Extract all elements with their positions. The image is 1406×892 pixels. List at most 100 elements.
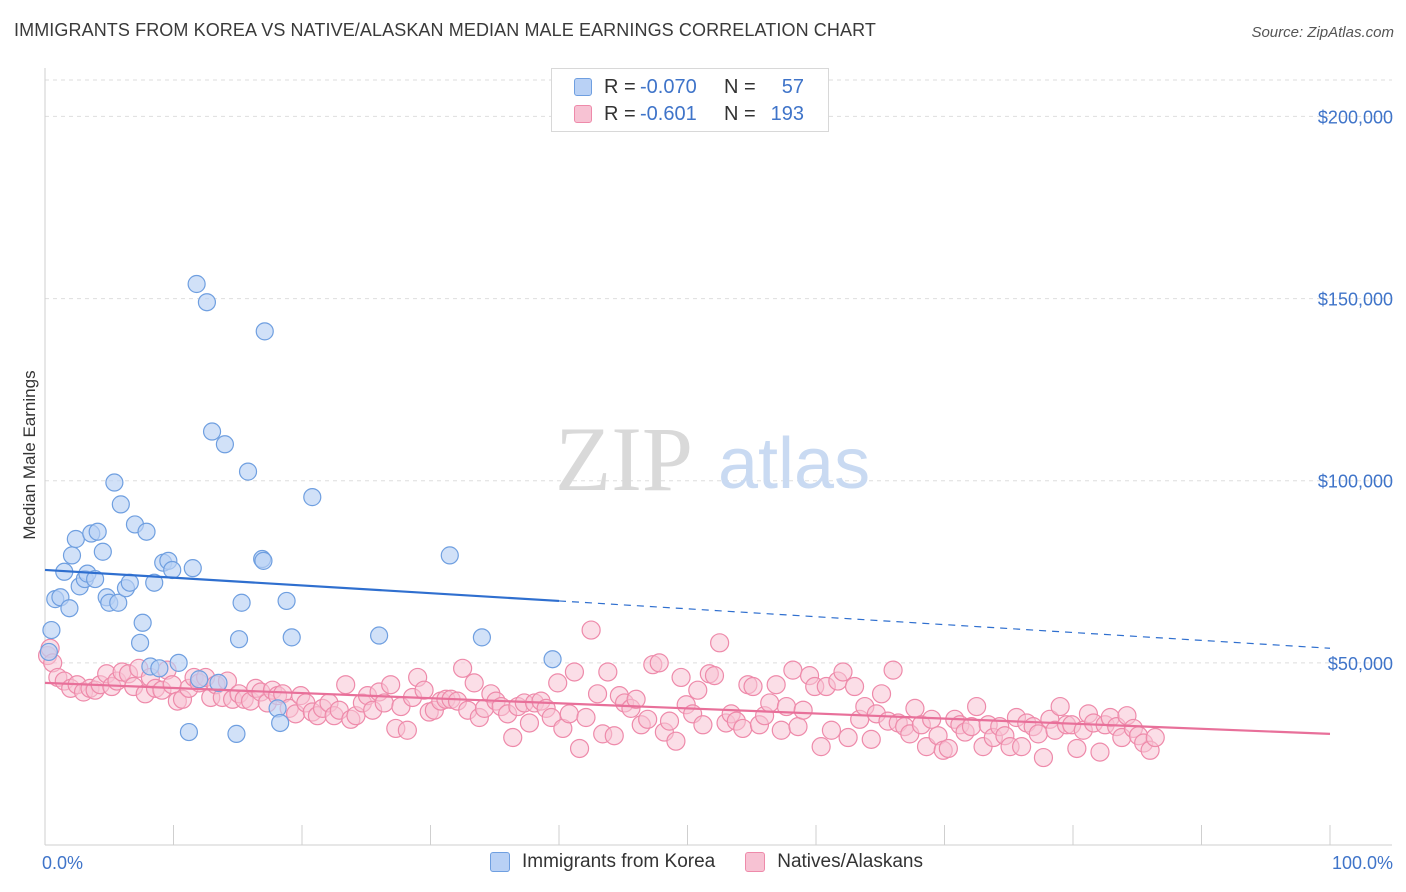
natives-point — [883, 660, 903, 680]
grid-lines — [45, 79, 1392, 664]
korea-point — [271, 713, 290, 733]
legend-n-label: N = — [724, 102, 756, 125]
natives-point — [626, 689, 646, 709]
x-tick-labels: 0.0% 100.0% — [42, 853, 1393, 873]
natives-point — [938, 738, 958, 759]
y-tick-label: $50,000 — [1328, 654, 1393, 674]
legend-row-korea: R = -0.070 N = 57 — [574, 75, 804, 99]
x-tick-label-min: 0.0% — [42, 853, 83, 873]
korea-trend-extension — [558, 600, 1331, 649]
korea-point — [202, 422, 222, 441]
korea-point — [109, 593, 128, 612]
series-legend-korea: Immigrants from Korea — [490, 851, 715, 873]
korea-point — [145, 573, 164, 592]
korea-point — [60, 599, 79, 618]
natives-point — [381, 675, 401, 695]
legend-r-label: R = — [604, 102, 636, 125]
korea-point — [62, 546, 82, 565]
natives-point — [414, 680, 434, 700]
natives-point — [743, 676, 763, 697]
korea-point — [183, 559, 202, 578]
korea-point — [472, 628, 491, 647]
natives-point — [503, 727, 523, 748]
korea-point — [105, 473, 124, 492]
legend-r-label: R = — [604, 75, 636, 98]
natives-point — [710, 633, 730, 653]
legend-n-value: 193 — [770, 102, 804, 125]
watermark-atlas: atlas — [718, 424, 870, 504]
series-legend-natives: Natives/Alaskans — [745, 851, 923, 873]
natives-point — [519, 713, 540, 733]
natives-point — [788, 717, 808, 737]
natives-point — [833, 662, 853, 682]
series-legend: Immigrants from Korea Natives/Alaskans — [490, 851, 953, 873]
korea-point — [277, 591, 296, 611]
natives-points — [37, 620, 1165, 768]
natives-point — [783, 660, 803, 680]
natives-point — [604, 726, 624, 746]
korea-point — [227, 724, 246, 743]
korea-point — [42, 620, 61, 640]
legend-swatch-korea — [574, 78, 592, 96]
korea-point — [255, 322, 274, 341]
natives-point — [649, 653, 669, 673]
chart-source: Source: ZipAtlas.com — [1251, 24, 1394, 41]
korea-point — [282, 628, 301, 647]
legend-swatch-natives — [574, 105, 592, 123]
korea-point — [88, 522, 107, 541]
natives-point — [1090, 742, 1110, 762]
korea-point — [163, 560, 182, 580]
legend-n-label: N = — [724, 75, 756, 98]
natives-point — [1028, 724, 1048, 744]
korea-point — [120, 573, 139, 592]
natives-point — [464, 673, 484, 693]
natives-point — [905, 698, 925, 718]
legend-row-natives: R = -0.601 N = 193 — [574, 102, 804, 126]
legend-r-value: -0.601 — [640, 102, 697, 125]
axes — [44, 68, 1392, 846]
natives-point — [559, 704, 579, 724]
natives-point — [861, 729, 881, 749]
natives-point — [733, 718, 753, 739]
natives-point — [598, 662, 618, 682]
natives-point — [581, 620, 601, 640]
korea-trend-line — [44, 568, 560, 603]
natives-point — [688, 680, 708, 700]
natives-point — [766, 675, 786, 695]
natives-point — [666, 731, 686, 751]
natives-point — [760, 693, 780, 713]
natives-point — [1067, 738, 1087, 759]
natives-point — [564, 662, 585, 682]
natives-point — [1145, 727, 1165, 748]
natives-point — [1033, 747, 1054, 768]
legend-n-value: 57 — [781, 75, 804, 98]
trend-lines — [44, 568, 1331, 735]
natives-point — [569, 738, 590, 759]
natives-point — [453, 658, 473, 678]
natives-point — [871, 684, 892, 704]
series-label-natives: Natives/Alaskans — [777, 851, 923, 872]
y-tick-label: $100,000 — [1318, 472, 1393, 492]
korea-point — [66, 529, 85, 549]
korea-point — [111, 495, 130, 514]
y-tick-label: $150,000 — [1318, 290, 1393, 310]
korea-point — [93, 542, 112, 561]
natives-point — [793, 700, 813, 720]
watermark-zip: ZIP — [555, 408, 693, 510]
y-tick-labels: $50,000 $100,000 $150,000 $200,000 — [1318, 107, 1393, 673]
korea-point — [232, 593, 251, 612]
korea-point — [197, 293, 217, 312]
natives-point — [548, 673, 568, 693]
natives-point — [576, 707, 596, 728]
korea-point — [238, 462, 258, 481]
korea-point — [86, 569, 105, 589]
natives-point — [844, 676, 865, 697]
legend-r-value: -0.070 — [640, 75, 697, 98]
korea-point — [137, 522, 156, 541]
watermark: ZIP atlas — [555, 408, 870, 510]
korea-point — [215, 435, 234, 454]
series-label-korea: Immigrants from Korea — [522, 851, 716, 872]
korea-point — [150, 659, 169, 678]
natives-point — [397, 720, 417, 740]
